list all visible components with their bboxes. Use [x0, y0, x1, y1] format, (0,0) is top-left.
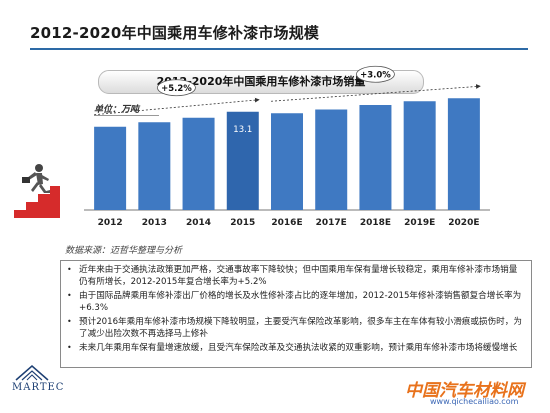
x-tick-label: 2014 — [186, 218, 211, 228]
x-tick-label: 2013 — [142, 218, 167, 228]
x-tick-label: 2019E — [404, 218, 435, 228]
note-text: 预计2016年乘用车修补漆市场规模下降较明显，主要受汽车保险改革影响，很多车主在… — [79, 317, 522, 339]
page-title: 2012-2020年中国乘用车修补漆市场规模 — [30, 24, 320, 42]
source-note: 数据来源：迈哲华整理与分析 — [65, 246, 183, 256]
trend-arrow — [270, 84, 481, 102]
unit-underline — [94, 115, 159, 116]
growth-bubble — [157, 79, 196, 97]
x-tick-label: 2016E — [271, 218, 302, 228]
note-item: • 由于国际品牌乘用车修补漆出厂价格的增长及水性修补漆占比的逐年增加，2012-… — [67, 290, 525, 314]
note-text: 由于国际品牌乘用车修补漆出厂价格的增长及水性修补漆占比的逐年增加，2012-20… — [79, 291, 522, 313]
martec-logo-text: MARTEC — [12, 382, 65, 393]
unit-label: 单位：万吨 — [94, 105, 140, 115]
title-divider — [30, 48, 528, 50]
bar-chart: 2012 2013 2014 2015 13.1 2016E 2017E 2018E 2019E… — [84, 65, 490, 228]
bar-2012 — [94, 126, 127, 210]
x-tick-label: 2018E — [360, 218, 391, 228]
growth-bubble — [356, 65, 395, 83]
bar-2017E — [315, 109, 348, 210]
notes-box: • 近年来由于交通执法政策更加严格，交通事故率下降较快；但中国乘用车保有量增长较… — [60, 260, 532, 368]
x-tick-label: 2017E — [316, 218, 347, 228]
bar-2014 — [182, 117, 215, 210]
running-man-stairs-icon — [14, 164, 60, 218]
growth-label: +5.2% — [161, 84, 192, 94]
martec-logo-icon — [15, 365, 49, 381]
bullet-icon: • — [67, 265, 72, 274]
x-tick-label: 2020E — [448, 218, 479, 228]
bar-2016E — [271, 113, 303, 210]
note-text: 近年来由于交通执法政策更加严格，交通事故率下降较快；但中国乘用车保有量增长较稳定… — [79, 265, 518, 287]
x-tick-label: 2015 — [230, 218, 255, 228]
note-text: 未来几年乘用车保有量增速放缓，且受汽车保险改革及交通执法收紧的双重影响，预计乘用… — [79, 343, 518, 353]
bar-2015 — [226, 111, 259, 210]
trend-arrow — [94, 97, 260, 116]
note-item: • 近年来由于交通执法政策更加严格，交通事故率下降较快；但中国乘用车保有量增长较… — [67, 264, 525, 288]
bar-2013 — [138, 122, 171, 210]
bullet-icon: • — [67, 317, 72, 326]
note-item: • 预计2016年乘用车修补漆市场规模下降较明显，主要受汽车保险改革影响，很多车… — [67, 316, 525, 340]
x-tick-label: 2012 — [98, 218, 123, 228]
watermark-url: www.qichecailiao.com — [430, 397, 519, 406]
note-item: • 未来几年乘用车保有量增速放缓，且受汽车保险改革及交通执法收紧的双重影响，预计… — [67, 342, 525, 354]
bar-2018E — [359, 105, 392, 210]
bullet-icon: • — [67, 291, 72, 300]
bar-2020E — [447, 98, 480, 210]
watermark: 中国汽车材料网 — [405, 381, 524, 401]
bullet-icon: • — [67, 343, 72, 352]
growth-label: +3.0% — [360, 70, 391, 80]
data-label: 13.1 — [233, 125, 252, 135]
bar-2019E — [403, 101, 436, 210]
